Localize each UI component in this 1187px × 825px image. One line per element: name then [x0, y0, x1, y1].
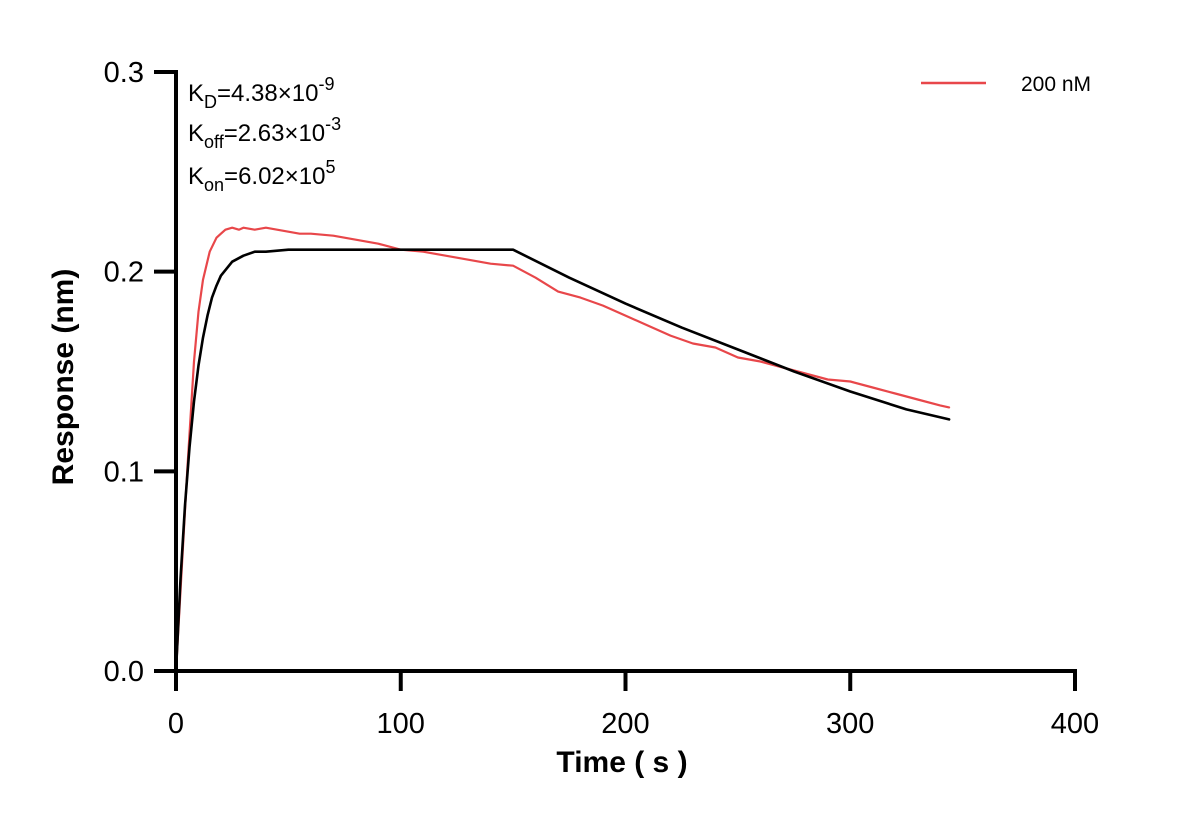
y-tick-label: 0.2: [104, 257, 144, 289]
fit-curve: [174, 248, 951, 673]
series-line-200nm: [174, 226, 951, 673]
y-tick-label: 0.1: [104, 456, 144, 488]
legend-label-200nm: 200 nM: [1021, 73, 1091, 96]
legend: 200 nM: [921, 73, 1091, 96]
axes: [174, 70, 1077, 673]
koff-annotation: Koff=2.63×10-3: [188, 114, 341, 152]
y-tick-label: 0.3: [104, 57, 144, 89]
plot-lines: [174, 226, 951, 673]
x-tick-label: 200: [601, 708, 649, 740]
x-axis-title: Time ( s ): [556, 746, 687, 779]
ticks: 0 100 200 300 400 0.0 0.1 0.2 0.3: [104, 57, 1100, 740]
y-axis-title: Response (nm): [47, 269, 80, 486]
x-tick-label: 100: [377, 708, 425, 740]
kd-annotation: KD=4.38×10-9: [188, 74, 334, 112]
x-tick-label: 300: [826, 708, 874, 740]
x-tick-label: 400: [1051, 708, 1099, 740]
kon-annotation: Kon=6.02×105: [188, 157, 336, 195]
x-tick-label: 0: [168, 708, 184, 740]
kinetic-constants: KD=4.38×10-9 Koff=2.63×10-3 Kon=6.02×105: [188, 74, 341, 195]
y-tick-label: 0.0: [104, 656, 144, 688]
